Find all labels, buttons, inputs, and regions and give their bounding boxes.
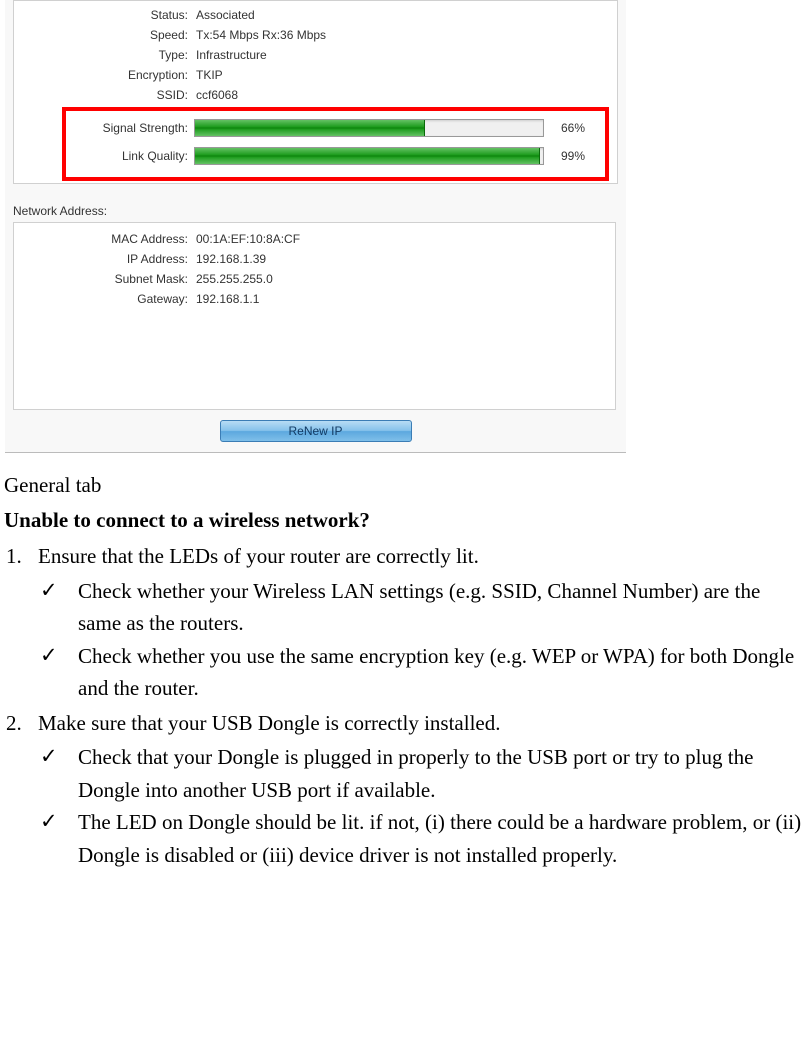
encryption-row: Encryption: TKIP bbox=[14, 65, 617, 85]
list-body: Ensure that the LEDs of your router are … bbox=[38, 540, 804, 573]
speed-value: Tx:54 Mbps Rx:36 Mbps bbox=[194, 28, 617, 42]
ip-label: IP Address: bbox=[14, 252, 194, 266]
ssid-value: ccf6068 bbox=[194, 88, 617, 102]
mac-row: MAC Address: 00:1A:EF:10:8A:CF bbox=[14, 229, 615, 249]
wifi-status-panel: Status: Associated Speed: Tx:54 Mbps Rx:… bbox=[13, 0, 618, 184]
status-label: Status: bbox=[14, 8, 194, 22]
link-quality-label: Link Quality: bbox=[66, 149, 194, 163]
check-item-2-2: ✓ The LED on Dongle should be lit. if no… bbox=[4, 806, 804, 871]
link-quality-row: Link Quality: 99% bbox=[66, 147, 597, 165]
signal-strength-label: Signal Strength: bbox=[66, 121, 194, 135]
check-icon: ✓ bbox=[40, 806, 78, 871]
ssid-label: SSID: bbox=[14, 88, 194, 102]
check-text: Check whether you use the same encryptio… bbox=[78, 640, 804, 705]
renew-ip-button[interactable]: ReNew IP bbox=[220, 420, 412, 442]
check-icon: ✓ bbox=[40, 640, 78, 705]
subnet-label: Subnet Mask: bbox=[14, 272, 194, 286]
type-value: Infrastructure bbox=[194, 48, 617, 62]
status-row: Status: Associated bbox=[14, 5, 617, 25]
speed-label: Speed: bbox=[14, 28, 194, 42]
subnet-value: 255.255.255.0 bbox=[194, 272, 615, 286]
button-row: ReNew IP bbox=[5, 410, 626, 444]
signal-strength-pct: 66% bbox=[544, 121, 594, 135]
encryption-label: Encryption: bbox=[14, 68, 194, 82]
link-quality-bar bbox=[194, 147, 544, 165]
mac-value: 00:1A:EF:10:8A:CF bbox=[194, 232, 615, 246]
subnet-row: Subnet Mask: 255.255.255.0 bbox=[14, 269, 615, 289]
signal-strength-row: Signal Strength: 66% bbox=[66, 119, 597, 137]
network-address-header: Network Address: bbox=[5, 202, 616, 222]
ip-row: IP Address: 192.168.1.39 bbox=[14, 249, 615, 269]
check-icon: ✓ bbox=[40, 575, 78, 640]
check-text: Check whether your Wireless LAN settings… bbox=[78, 575, 804, 640]
speed-row: Speed: Tx:54 Mbps Rx:36 Mbps bbox=[14, 25, 617, 45]
gateway-row: Gateway: 192.168.1.1 bbox=[14, 289, 615, 309]
signal-highlight-box: Signal Strength: 66% Link Quality: 99% bbox=[62, 107, 609, 181]
gateway-label: Gateway: bbox=[14, 292, 194, 306]
encryption-value: TKIP bbox=[194, 68, 617, 82]
figure-caption: General tab bbox=[4, 469, 804, 502]
ssid-row: SSID: ccf6068 bbox=[14, 85, 617, 105]
check-item-1-1: ✓ Check whether your Wireless LAN settin… bbox=[4, 575, 804, 640]
type-label: Type: bbox=[14, 48, 194, 62]
gateway-value: 192.168.1.1 bbox=[194, 292, 615, 306]
link-quality-pct: 99% bbox=[544, 149, 594, 163]
type-row: Type: Infrastructure bbox=[14, 45, 617, 65]
list-number: 1. bbox=[4, 540, 38, 573]
document-text: General tab Unable to connect to a wirel… bbox=[4, 469, 804, 872]
signal-strength-bar bbox=[194, 119, 544, 137]
list-number: 2. bbox=[4, 707, 38, 740]
troubleshoot-heading: Unable to connect to a wireless network? bbox=[4, 504, 804, 537]
signal-strength-fill bbox=[195, 120, 425, 136]
link-quality-fill bbox=[195, 148, 540, 164]
list-item-1: 1. Ensure that the LEDs of your router a… bbox=[4, 540, 804, 573]
check-text: The LED on Dongle should be lit. if not,… bbox=[78, 806, 804, 871]
list-item-2: 2. Make sure that your USB Dongle is cor… bbox=[4, 707, 804, 740]
check-text: Check that your Dongle is plugged in pro… bbox=[78, 741, 804, 806]
check-item-2-1: ✓ Check that your Dongle is plugged in p… bbox=[4, 741, 804, 806]
status-value: Associated bbox=[194, 8, 617, 22]
check-icon: ✓ bbox=[40, 741, 78, 806]
network-address-panel: MAC Address: 00:1A:EF:10:8A:CF IP Addres… bbox=[13, 222, 616, 410]
list-body: Make sure that your USB Dongle is correc… bbox=[38, 707, 804, 740]
wireless-utility-window: Status: Associated Speed: Tx:54 Mbps Rx:… bbox=[5, 0, 626, 453]
check-item-1-2: ✓ Check whether you use the same encrypt… bbox=[4, 640, 804, 705]
ip-value: 192.168.1.39 bbox=[194, 252, 615, 266]
mac-label: MAC Address: bbox=[14, 232, 194, 246]
network-address-section: Network Address: MAC Address: 00:1A:EF:1… bbox=[5, 202, 616, 410]
